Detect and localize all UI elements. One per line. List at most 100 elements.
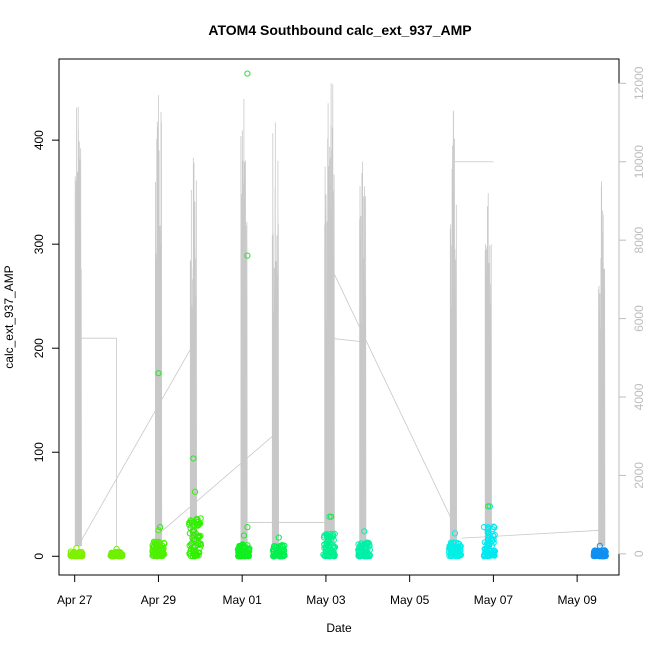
data-point <box>236 552 243 559</box>
data-point <box>330 552 337 559</box>
data-point <box>601 553 608 560</box>
data-point <box>195 533 202 540</box>
x-tick-label: Apr 29 <box>141 593 177 607</box>
data-point <box>481 539 488 546</box>
data-point <box>323 531 330 538</box>
data-point <box>240 532 248 539</box>
data-point <box>195 552 202 559</box>
x-tick-label: May 05 <box>390 593 430 607</box>
data-point <box>321 541 328 548</box>
data-point <box>160 551 167 558</box>
x-tick-label: May 09 <box>557 593 597 607</box>
y2-tick-label: 2000 <box>632 462 646 489</box>
data-point <box>156 540 163 547</box>
data-point <box>244 524 251 531</box>
data-point <box>362 549 369 557</box>
data-point <box>74 551 81 558</box>
data-point <box>491 531 498 539</box>
secondary-series-lines <box>74 83 606 547</box>
plot-frame <box>58 58 620 576</box>
y-tick-label: 300 <box>32 234 46 254</box>
data-point <box>157 524 164 531</box>
data-point <box>448 552 455 559</box>
data-point <box>276 548 283 556</box>
data-point <box>359 549 366 556</box>
data-point <box>328 513 335 520</box>
data-point <box>242 544 249 551</box>
data-point <box>73 544 80 552</box>
secondary-series-burst <box>484 193 492 547</box>
data-point <box>485 503 492 510</box>
data-point <box>275 534 282 541</box>
data-point <box>331 544 338 552</box>
data-point <box>355 546 362 553</box>
secondary-series-burst <box>359 161 367 547</box>
y2-tick-label: 4000 <box>632 383 646 410</box>
data-point <box>196 549 203 556</box>
data-point <box>486 503 494 510</box>
data-point <box>596 542 603 549</box>
secondary-series-connector <box>461 529 600 539</box>
data-point <box>491 524 498 531</box>
chart-title: ATOM4 Southbound calc_ext_937_AMP <box>208 22 471 38</box>
secondary-series-burst <box>189 157 197 547</box>
y-axis-left: 0 100 200 300 400 <box>32 130 60 560</box>
data-point <box>152 543 160 550</box>
data-point <box>194 516 201 523</box>
data-point <box>244 252 251 259</box>
secondary-series-connector <box>329 337 367 343</box>
data-point <box>192 552 199 559</box>
data-point <box>270 550 277 557</box>
y-tick-label: 100 <box>32 442 46 462</box>
data-point <box>456 551 463 558</box>
primary-series-points <box>67 70 609 560</box>
data-point <box>113 545 120 553</box>
secondary-series-burst <box>327 83 335 547</box>
y2-tick-label: 10000 <box>632 145 646 179</box>
data-point <box>485 535 492 542</box>
data-point <box>326 513 333 520</box>
data-point <box>190 455 197 462</box>
y2-tick-label: 6000 <box>632 305 646 332</box>
y2-tick-label: 0 <box>632 550 646 557</box>
data-point <box>490 523 497 530</box>
secondary-series-burst <box>449 110 457 547</box>
data-point <box>600 547 607 554</box>
data-point <box>485 529 492 536</box>
data-point <box>113 549 120 556</box>
y-axis-label: calc_ext_937_AMP <box>2 265 16 368</box>
data-point <box>244 70 251 77</box>
secondary-series-burst <box>155 95 163 547</box>
data-point <box>161 540 168 547</box>
data-point <box>451 530 459 537</box>
data-point <box>485 546 492 553</box>
data-point <box>488 552 495 559</box>
data-point <box>193 515 200 523</box>
data-point <box>243 550 250 557</box>
y-tick-label: 200 <box>32 338 46 358</box>
x-tick-label: May 03 <box>306 593 346 607</box>
data-point <box>196 540 203 548</box>
secondary-series-burst <box>271 122 279 547</box>
data-point <box>191 553 198 560</box>
secondary-series-burst <box>240 99 248 547</box>
x-tick-label: Apr 27 <box>57 593 93 607</box>
data-point <box>331 544 339 551</box>
data-point <box>365 539 372 547</box>
data-point <box>452 539 459 546</box>
data-point <box>155 370 162 377</box>
data-point <box>186 521 193 528</box>
data-point <box>446 545 453 552</box>
y-tick-label: 0 <box>32 553 46 560</box>
data-point <box>483 549 490 556</box>
data-point <box>191 488 199 495</box>
data-point <box>364 540 371 548</box>
x-axis-label: Date <box>326 621 352 635</box>
secondary-series-connector <box>330 267 458 531</box>
y-axis-right: 0 2000 4000 6000 8000 10000 12000 <box>618 66 646 557</box>
data-point <box>489 549 496 556</box>
data-point <box>76 549 84 557</box>
data-point <box>117 552 124 559</box>
data-point <box>591 547 599 554</box>
data-point <box>329 531 336 538</box>
